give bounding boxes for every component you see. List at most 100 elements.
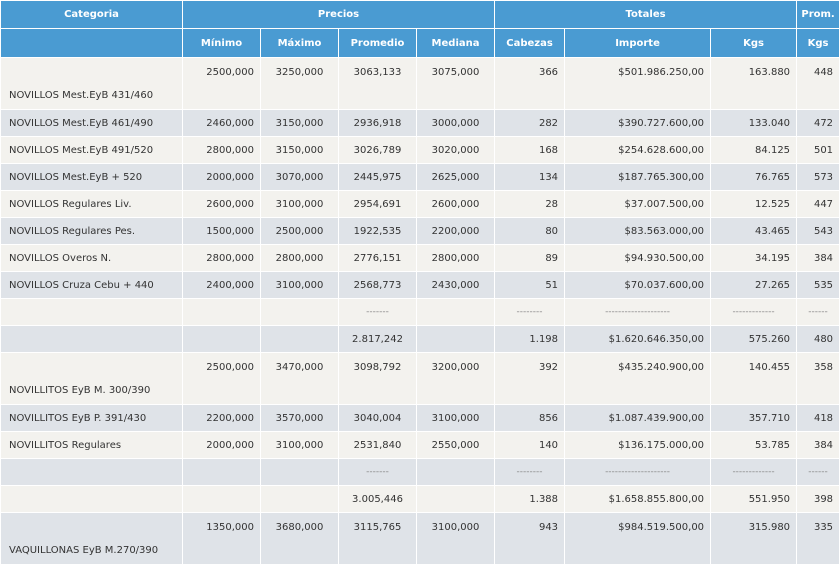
promedio-cell: 2531,840 [339,432,417,459]
max-cell: 2500,000 [261,218,339,245]
header-prom-kgs: Kgs [797,29,839,58]
prom-kgs-cell: ------ [797,299,839,326]
promedio-cell: 3040,004 [339,405,417,432]
category-cell [1,459,183,486]
kgs-cell: 76.765 [711,164,797,191]
kgs-cell: 53.785 [711,432,797,459]
prom-kgs-cell: 398 [797,486,839,513]
max-cell: 2800,000 [261,245,339,272]
kgs-cell: 357.710 [711,405,797,432]
cabezas-cell: 89 [495,245,565,272]
promedio-cell: 2954,691 [339,191,417,218]
prom-kgs-cell: 448 [797,58,839,110]
mediana-cell: 2800,000 [417,245,495,272]
prom-kgs-cell: 384 [797,432,839,459]
min-cell [183,299,261,326]
category-cell: NOVILLITOS EyB M. 300/390 [1,353,183,405]
promedio-cell: 2.817,242 [339,326,417,353]
importe-cell: $94.930.500,00 [565,245,711,272]
category-cell: NOVILLOS Regulares Pes. [1,218,183,245]
promedio-cell: 3098,792 [339,353,417,405]
importe-cell: $390.727.600,00 [565,110,711,137]
mediana-cell [417,459,495,486]
cabezas-cell: -------- [495,459,565,486]
cabezas-cell: 1.388 [495,486,565,513]
prom-kgs-cell: 384 [797,245,839,272]
prom-kgs-cell: 335 [797,513,839,565]
mediana-cell: 3100,000 [417,513,495,565]
header-maximo: Máximo [261,29,339,58]
promedio-cell: 3.005,446 [339,486,417,513]
cabezas-cell: 943 [495,513,565,565]
min-cell: 2000,000 [183,432,261,459]
min-cell [183,459,261,486]
mediana-cell: 3200,000 [417,353,495,405]
importe-cell: $70.037.600,00 [565,272,711,299]
prom-kgs-cell: 472 [797,110,839,137]
category-cell: NOVILLOS Regulares Liv. [1,191,183,218]
min-cell [183,486,261,513]
category-cell [1,299,183,326]
importe-cell: -------------------- [565,299,711,326]
max-cell: 3680,000 [261,513,339,565]
mediana-cell: 2430,000 [417,272,495,299]
prom-kgs-cell: 358 [797,353,839,405]
mediana-cell: 3020,000 [417,137,495,164]
cabezas-cell: -------- [495,299,565,326]
kgs-cell: ------------- [711,299,797,326]
importe-cell: $1.087.439.900,00 [565,405,711,432]
header-kgs: Kgs [711,29,797,58]
min-cell: 2500,000 [183,353,261,405]
max-cell: 3100,000 [261,191,339,218]
cabezas-cell: 28 [495,191,565,218]
max-cell [261,326,339,353]
importe-cell: $501.986.250,00 [565,58,711,110]
max-cell [261,486,339,513]
importe-cell: $83.563.000,00 [565,218,711,245]
kgs-cell: 34.195 [711,245,797,272]
min-cell: 2600,000 [183,191,261,218]
max-cell: 3570,000 [261,405,339,432]
header-promedio: Promedio [339,29,417,58]
category-cell: NOVILLOS Mest.EyB 431/460 [1,58,183,110]
importe-cell: $1.620.646.350,00 [565,326,711,353]
importe-cell: $435.240.900,00 [565,353,711,405]
cabezas-cell: 856 [495,405,565,432]
min-cell: 2000,000 [183,164,261,191]
min-cell: 2460,000 [183,110,261,137]
promedio-cell: 2568,773 [339,272,417,299]
prom-kgs-cell: 447 [797,191,839,218]
kgs-cell: 27.265 [711,272,797,299]
kgs-cell: 133.040 [711,110,797,137]
prom-kgs-cell: 543 [797,218,839,245]
importe-cell: -------------------- [565,459,711,486]
promedio-cell: 3026,789 [339,137,417,164]
max-cell [261,459,339,486]
promedio-cell: ------- [339,459,417,486]
kgs-cell: ------------- [711,459,797,486]
category-cell: NOVILLOS Cruza Cebu + 440 [1,272,183,299]
separator-row: ----------------------------------------… [1,299,839,326]
kgs-cell: 43.465 [711,218,797,245]
min-cell: 2800,000 [183,245,261,272]
mediana-cell: 2550,000 [417,432,495,459]
kgs-cell: 163.880 [711,58,797,110]
kgs-cell: 84.125 [711,137,797,164]
promedio-cell: 2936,918 [339,110,417,137]
category-cell: NOVILLOS Mest.EyB + 520 [1,164,183,191]
promedio-cell: 3115,765 [339,513,417,565]
cabezas-cell: 366 [495,58,565,110]
header-categoria-sub [1,29,183,58]
separator-row: ----------------------------------------… [1,459,839,486]
cabezas-cell: 282 [495,110,565,137]
category-cell: NOVILLOS Overos N. [1,245,183,272]
